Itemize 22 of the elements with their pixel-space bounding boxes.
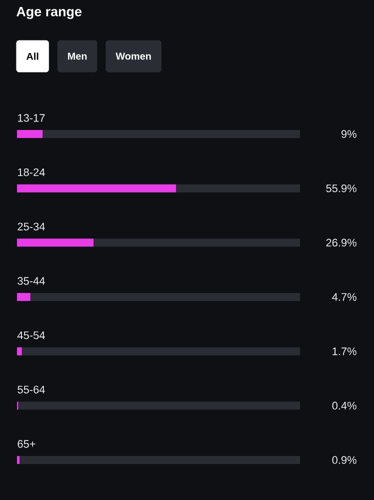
bar [17, 292, 30, 301]
chart-title: Age range [16, 6, 82, 20]
y-tick-label: 55-64 [18, 386, 45, 394]
bar [17, 130, 43, 138]
y-tick-label: 35-44 [18, 277, 45, 285]
data-label: 55.9% [326, 184, 356, 192]
y-tick-label: 25-34 [18, 222, 45, 230]
data-label: 1.7% [332, 348, 356, 356]
y-tick-label: 45-54 [17, 331, 45, 340]
bar [17, 456, 20, 464]
y-tick-label: 65+ [18, 440, 36, 448]
text: Men [68, 52, 87, 60]
y-tick-label: 18-24 [18, 168, 45, 176]
bar [17, 347, 22, 356]
text: Women [116, 52, 151, 60]
y-tick-label: 13-17 [18, 114, 45, 122]
data-label: 0.4% [332, 402, 356, 410]
data-label: 26.9% [326, 238, 356, 247]
data-label: 4.7% [332, 293, 356, 301]
text: All [26, 52, 38, 60]
data-label: 0.9% [332, 456, 356, 464]
data-label: 9% [341, 130, 356, 138]
